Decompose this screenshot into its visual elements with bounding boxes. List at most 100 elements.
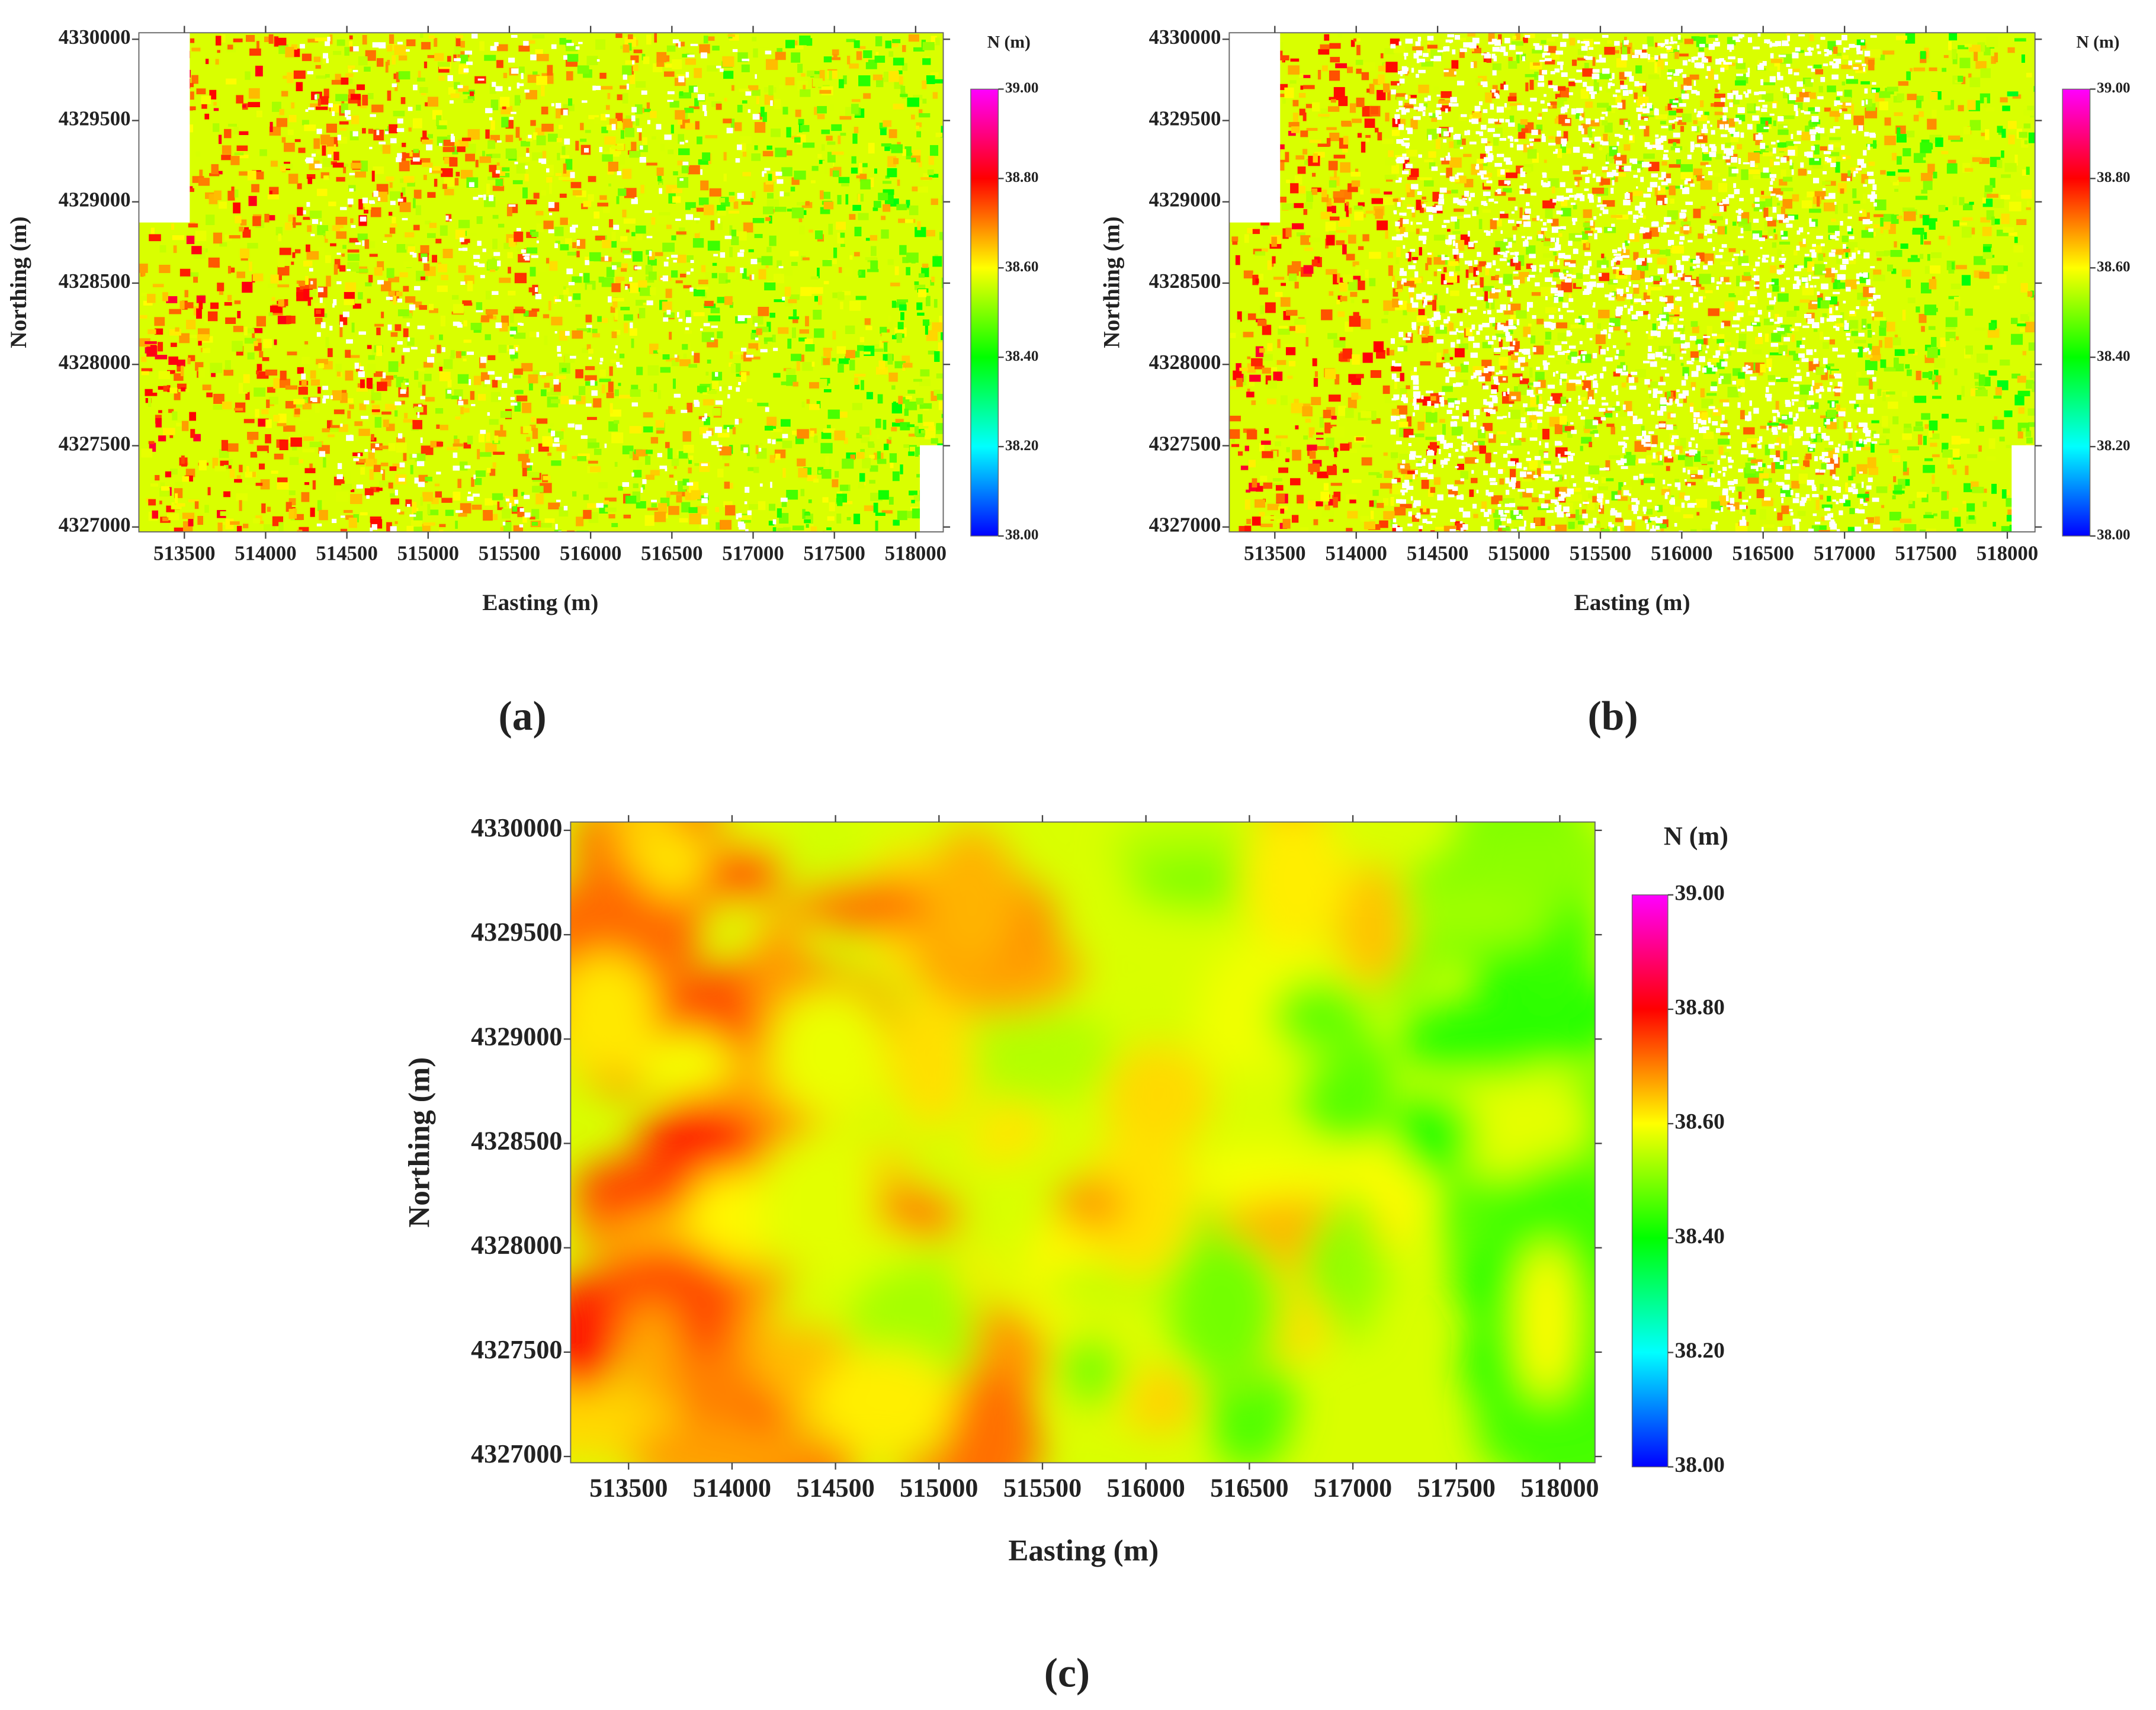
map-pixel bbox=[909, 447, 919, 454]
map-pixel bbox=[421, 137, 429, 142]
map-pixel bbox=[660, 367, 671, 373]
map-pixel bbox=[1815, 367, 1825, 376]
map-pixel bbox=[1356, 38, 1361, 42]
map-pixel bbox=[442, 249, 453, 258]
map-pixel bbox=[1528, 323, 1532, 327]
map-pixel bbox=[293, 399, 305, 405]
map-gap bbox=[600, 358, 604, 362]
map-pixel bbox=[754, 233, 763, 238]
map-pixel bbox=[732, 427, 736, 435]
map-pixel bbox=[463, 320, 467, 327]
map-pixel bbox=[604, 136, 616, 145]
map-gap bbox=[552, 443, 560, 447]
map-pixel bbox=[643, 426, 653, 433]
map-pixel bbox=[1557, 148, 1563, 158]
map-pixel bbox=[521, 141, 530, 147]
map-pixel bbox=[452, 295, 459, 300]
map-pixel bbox=[1312, 460, 1322, 467]
map-pixel bbox=[852, 204, 861, 211]
map-pixel bbox=[938, 342, 944, 352]
map-pixel bbox=[1398, 421, 1409, 429]
map-pixel bbox=[682, 479, 689, 486]
map-pixel bbox=[675, 280, 683, 284]
map-pixel bbox=[345, 515, 358, 520]
map-pixel bbox=[774, 99, 781, 110]
map-pixel bbox=[1333, 339, 1346, 348]
map-pixel bbox=[1391, 164, 1400, 174]
map-pixel bbox=[221, 155, 232, 161]
map-pixel bbox=[1400, 345, 1408, 352]
map-pixel bbox=[568, 390, 573, 399]
map-pixel bbox=[548, 301, 551, 311]
map-pixel bbox=[917, 186, 928, 193]
map-pixel bbox=[1706, 393, 1717, 396]
map-pixel bbox=[899, 76, 903, 85]
map-pixel bbox=[341, 77, 349, 85]
map-pixel bbox=[463, 339, 471, 343]
map-pixel bbox=[207, 311, 218, 322]
map-pixel bbox=[941, 332, 944, 341]
map-pixel bbox=[1928, 326, 1936, 331]
map-pixel bbox=[719, 446, 732, 455]
map-gap bbox=[403, 348, 410, 352]
map-pixel bbox=[583, 75, 589, 82]
map-pixel bbox=[415, 205, 422, 216]
map-pixel bbox=[1813, 65, 1822, 69]
map-pixel bbox=[802, 509, 806, 519]
map-pixel bbox=[1336, 299, 1340, 304]
map-pixel bbox=[832, 49, 839, 56]
map-pixel bbox=[1384, 191, 1393, 195]
map-pixel bbox=[1447, 229, 1451, 232]
map-pixel bbox=[530, 267, 536, 277]
map-pixel bbox=[1606, 105, 1612, 111]
map-pixel bbox=[577, 456, 587, 461]
map-pixel bbox=[356, 84, 365, 91]
map-pixel bbox=[1705, 207, 1715, 216]
map-pixel bbox=[1982, 501, 1987, 507]
map-pixel bbox=[861, 437, 870, 443]
map-gap bbox=[624, 255, 631, 259]
map-pixel bbox=[1817, 435, 1821, 442]
map-pixel bbox=[1273, 277, 1285, 280]
map-pixel bbox=[870, 177, 874, 187]
map-pixel bbox=[912, 186, 923, 192]
map-pixel bbox=[608, 421, 618, 432]
map-pixel bbox=[1329, 394, 1341, 402]
map-pixel bbox=[342, 245, 346, 249]
map-pixel bbox=[1471, 477, 1478, 483]
map-pixel bbox=[930, 72, 939, 77]
map-pixel bbox=[1860, 249, 1865, 256]
map-pixel bbox=[248, 88, 260, 99]
map-pixel bbox=[786, 127, 791, 138]
map-pixel bbox=[1778, 418, 1782, 422]
map-pixel bbox=[1383, 197, 1394, 206]
map-pixel bbox=[376, 345, 383, 357]
map-pixel bbox=[782, 440, 793, 448]
map-pixel bbox=[394, 521, 398, 524]
map-pixel bbox=[585, 315, 592, 323]
map-gap bbox=[509, 349, 515, 355]
map-pixel bbox=[303, 436, 314, 441]
map-pixel bbox=[304, 482, 310, 485]
map-pixel bbox=[1789, 351, 1796, 355]
map-pixel bbox=[1952, 49, 1957, 60]
map-pixel bbox=[693, 312, 705, 316]
map-pixel bbox=[922, 41, 935, 50]
map-pixel bbox=[413, 403, 423, 408]
map-gap bbox=[782, 434, 788, 438]
map-pixel bbox=[371, 434, 374, 441]
map-pixel bbox=[486, 154, 492, 158]
map-pixel bbox=[463, 358, 467, 362]
map-pixel bbox=[150, 483, 159, 487]
map-pixel bbox=[597, 317, 608, 323]
map-pixel bbox=[389, 182, 393, 188]
x-tick-label: 516000 bbox=[560, 541, 621, 564]
map-pixel bbox=[432, 255, 438, 263]
map-pixel bbox=[328, 201, 336, 207]
map-pixel bbox=[788, 316, 800, 320]
map-pixel bbox=[202, 348, 210, 354]
map-pixel bbox=[428, 97, 439, 107]
map-pixel bbox=[765, 217, 771, 222]
map-pixel bbox=[1399, 453, 1410, 461]
map-pixel bbox=[470, 233, 478, 236]
